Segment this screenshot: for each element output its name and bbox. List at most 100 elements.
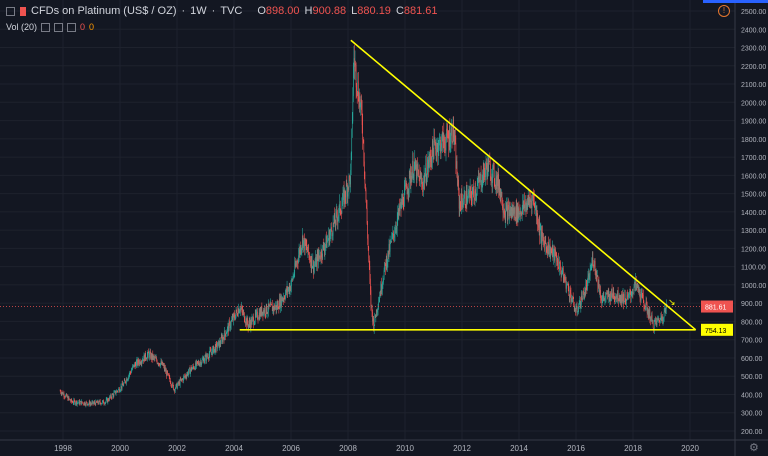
candle-body (498, 173, 499, 190)
volume-label[interactable]: Vol (20) (6, 22, 38, 32)
candle-body (248, 321, 250, 325)
candle-body (569, 294, 570, 297)
candle-body (145, 358, 147, 360)
candle-body (609, 292, 611, 301)
candle-body (86, 402, 88, 404)
candle-body (403, 206, 405, 207)
candle-body (201, 359, 203, 363)
candle-body (569, 289, 571, 297)
candle-body (372, 318, 374, 322)
x-tick-label: 1998 (54, 444, 72, 453)
candle-body (333, 215, 335, 224)
candle-body (216, 343, 218, 349)
y-tick-label: 900.00 (741, 301, 763, 308)
candle-body (579, 298, 581, 308)
candle-body (77, 402, 78, 404)
candle-body (647, 310, 648, 313)
candle-body (622, 293, 624, 302)
candle-body (203, 360, 205, 363)
collapse-icon[interactable] (6, 6, 15, 16)
candle-body (227, 327, 228, 333)
alert-icon[interactable]: ! (718, 5, 730, 17)
candle-body (202, 358, 204, 360)
candle-body (161, 361, 163, 365)
candle-body (315, 257, 316, 265)
candle-body (600, 290, 601, 299)
candle-body (105, 401, 106, 403)
candle-body (322, 245, 323, 258)
candle-body (543, 241, 545, 243)
candle-body (291, 279, 293, 280)
top-action-button[interactable] (703, 0, 768, 3)
y-tick-label: 1800.00 (741, 137, 766, 144)
candle-body (495, 176, 497, 186)
candle-body (581, 295, 582, 305)
candle-body (613, 292, 615, 299)
candle-body (367, 238, 369, 247)
candle-body (427, 159, 429, 168)
candle-body (573, 304, 575, 311)
candle-body (511, 211, 513, 215)
settings-gear-icon[interactable]: ⚙ (749, 442, 759, 454)
candle-body (601, 299, 603, 304)
candle-body (656, 318, 658, 325)
candle-body (136, 359, 138, 363)
candle-body (224, 330, 226, 334)
descending-resistance-trendline[interactable] (350, 39, 697, 331)
candle-body (406, 188, 408, 195)
settings-icon[interactable] (54, 22, 64, 32)
candle-body (636, 284, 638, 285)
candle-body (553, 248, 555, 251)
candle-body (304, 239, 306, 251)
candle-body (383, 270, 385, 280)
candle-body (94, 403, 96, 406)
candle-body (199, 364, 200, 366)
candle-body (376, 309, 378, 313)
candle-body (287, 287, 288, 292)
candle-body (184, 375, 186, 377)
candle-body (628, 293, 629, 297)
candle-body (180, 379, 182, 381)
candle-body (298, 249, 300, 256)
candle-body (650, 320, 651, 321)
visibility-icon[interactable] (41, 22, 51, 32)
candle-body (151, 354, 152, 359)
candle-body (230, 321, 232, 326)
candle-body (246, 318, 247, 326)
candle-body (122, 385, 124, 386)
candle-body (146, 358, 148, 360)
candle-body (454, 137, 456, 141)
candle-body (246, 318, 248, 326)
candle-body (191, 367, 192, 371)
candle-body (83, 402, 85, 405)
candle-body (578, 303, 580, 307)
candle-body (367, 223, 368, 239)
candle-body (194, 368, 196, 370)
candle-body (156, 360, 158, 364)
candle-body (644, 306, 645, 307)
candle-body (335, 211, 337, 225)
candle-body (533, 197, 534, 199)
candle-body (311, 266, 313, 268)
candle-body (658, 318, 660, 322)
candle-body (645, 309, 646, 310)
candle-body (497, 175, 498, 187)
candle-body (470, 187, 471, 190)
candle-body (468, 190, 470, 193)
candle-body (412, 160, 414, 178)
interval[interactable]: 1W (190, 5, 207, 17)
candle-body (491, 177, 492, 181)
candle-body (377, 309, 378, 313)
remove-icon[interactable] (67, 22, 77, 32)
candle-body (253, 323, 255, 325)
candle-body (171, 386, 173, 387)
candle-body (472, 193, 473, 201)
candle-body (498, 186, 500, 190)
candle-body (182, 378, 183, 380)
symbol-name[interactable]: CFDs on Platinum (US$ / OZ) (31, 5, 177, 17)
candle-body (324, 249, 325, 253)
candle-body (405, 185, 406, 186)
candle-body (411, 175, 412, 183)
candle-body (480, 173, 481, 177)
